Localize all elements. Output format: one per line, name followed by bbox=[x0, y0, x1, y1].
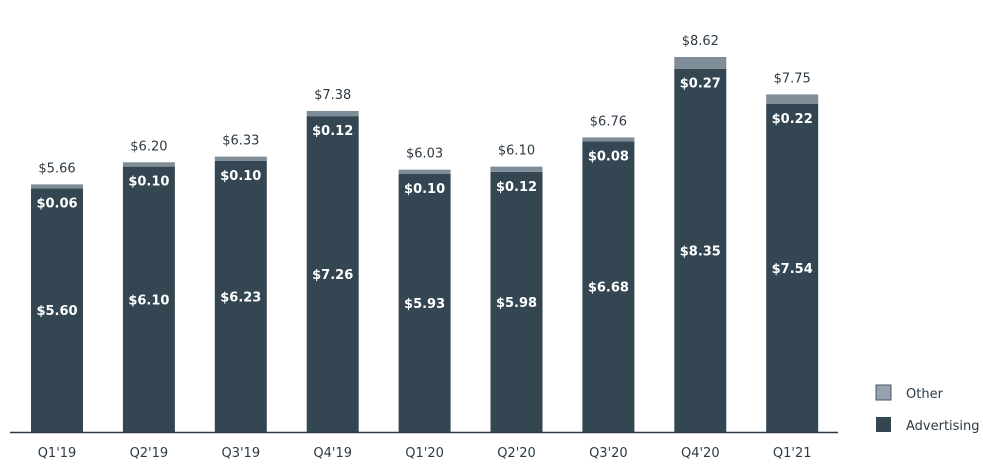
data-label-advertising: $5.98 bbox=[496, 296, 537, 311]
data-label-total: $6.33 bbox=[222, 134, 259, 149]
data-label-other: $0.10 bbox=[128, 175, 169, 190]
bar-advertising bbox=[398, 174, 451, 432]
legend-label-other: Other bbox=[906, 387, 944, 402]
legend-label-advertising: Advertising bbox=[906, 419, 980, 434]
data-label-advertising: $6.68 bbox=[588, 281, 629, 296]
x-tick-label: Q1'21 bbox=[773, 446, 812, 461]
bar-other bbox=[31, 184, 83, 189]
data-label-other: $0.12 bbox=[312, 124, 353, 139]
x-tick-label: Q3'20 bbox=[589, 446, 628, 461]
bar-advertising bbox=[674, 68, 727, 433]
data-label-advertising: $6.10 bbox=[128, 293, 169, 308]
bar-other bbox=[490, 166, 543, 172]
data-label-advertising: $7.26 bbox=[312, 268, 353, 283]
legend: Other Advertising bbox=[875, 384, 980, 434]
data-label-other: $0.08 bbox=[588, 149, 629, 164]
bars: $5.60 $0.06 $5.66 $6.10 $0.10 $6.20 $6.23 $0.10… bbox=[31, 34, 819, 433]
x-tick-labels: Q1'19 Q2'19 Q3'19 Q4'19 Q1'20 Q2'20 Q3'20 Q4'20… bbox=[38, 446, 812, 461]
x-tick-label: Q2'20 bbox=[497, 446, 536, 461]
x-tick-label: Q4'19 bbox=[313, 446, 352, 461]
data-label-total: $6.76 bbox=[590, 114, 627, 129]
data-label-total: $6.03 bbox=[406, 147, 443, 162]
data-label-other: $0.10 bbox=[404, 182, 445, 197]
x-tick-label: Q1'20 bbox=[405, 446, 444, 461]
bar-other bbox=[398, 169, 451, 175]
data-label-advertising: $5.60 bbox=[36, 304, 77, 319]
data-label-total: $6.10 bbox=[498, 144, 535, 159]
data-label-total: $8.62 bbox=[682, 34, 719, 49]
bar-other bbox=[582, 137, 635, 142]
data-label-other: $0.27 bbox=[680, 77, 721, 92]
data-label-other: $0.22 bbox=[772, 112, 813, 127]
bar-advertising bbox=[31, 188, 83, 432]
x-tick-label: Q2'19 bbox=[130, 446, 169, 461]
x-tick-label: Q1'19 bbox=[38, 446, 77, 461]
legend-swatch-other bbox=[875, 384, 892, 401]
bar-advertising bbox=[582, 141, 635, 433]
bar-advertising bbox=[214, 160, 267, 432]
data-label-total: $6.20 bbox=[130, 139, 167, 154]
data-label-advertising: $6.23 bbox=[220, 290, 261, 305]
bar-other bbox=[306, 110, 359, 117]
bar-advertising bbox=[306, 116, 359, 432]
data-label-advertising: $7.54 bbox=[772, 262, 813, 277]
data-label-advertising: $5.93 bbox=[404, 297, 445, 312]
bar-advertising bbox=[122, 166, 175, 432]
bar-other bbox=[766, 94, 819, 104]
bar-other bbox=[122, 162, 175, 167]
bar-other bbox=[674, 56, 727, 69]
data-label-advertising: $8.35 bbox=[680, 244, 721, 259]
x-tick-label: Q4'20 bbox=[681, 446, 720, 461]
data-label-total: $5.66 bbox=[38, 161, 75, 176]
x-tick-label: Q3'19 bbox=[221, 446, 260, 461]
bar-advertising bbox=[766, 103, 819, 432]
data-label-other: $0.12 bbox=[496, 180, 537, 195]
bar-advertising bbox=[490, 171, 543, 432]
data-label-total: $7.38 bbox=[314, 88, 351, 103]
data-label-other: $0.06 bbox=[36, 196, 77, 211]
data-label-total: $7.75 bbox=[774, 71, 811, 86]
bar-other bbox=[214, 156, 267, 161]
data-label-other: $0.10 bbox=[220, 169, 261, 184]
legend-swatch-advertising bbox=[876, 417, 891, 432]
